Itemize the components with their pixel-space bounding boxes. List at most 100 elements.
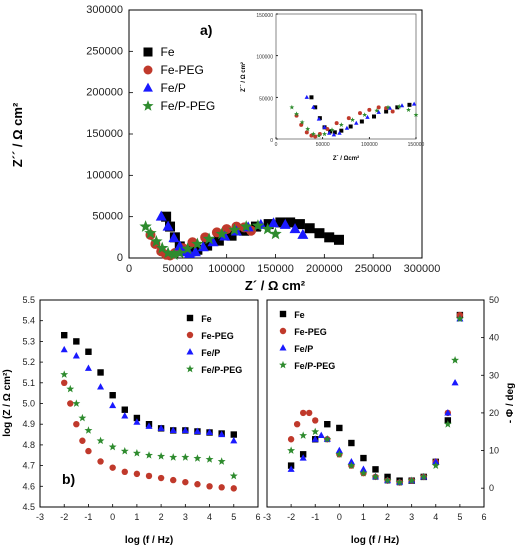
bode-phase-y-tick-label: 50 (489, 295, 499, 305)
inset-point-fe (332, 130, 337, 135)
bode-modulus-point-fe-p (218, 430, 226, 438)
bode-phase-point-fe-p-peg (451, 356, 460, 364)
nyquist-y-tick-label: 50000 (92, 211, 123, 223)
bode-phase-x-tick-label: 0 (337, 512, 342, 522)
bode-modulus-point-fe-p (97, 383, 105, 390)
bode-phase-x-tick-label: -3 (263, 512, 271, 522)
inset-point-fe-p (354, 120, 359, 125)
inset-point-fe-p-peg (350, 117, 356, 122)
bode-modulus-point-fe-peg (97, 458, 104, 465)
bode-modulus-point-fe-p (121, 412, 129, 419)
bode-modulus-y-tick-label: 5.3 (22, 336, 35, 346)
bode-modulus-point-fe-p (60, 345, 68, 353)
bode-phase-point-fe-peg (312, 417, 319, 424)
inset-point-fe-p-peg (374, 108, 380, 113)
bode-modulus-point-fe-p-peg (72, 399, 81, 407)
bode-phase-y-tick-label: 0 (489, 483, 494, 493)
bode-phase-point-fe-p-peg (335, 450, 344, 458)
inset-point-fe-peg (358, 111, 362, 116)
bode-modulus-y-ticks: 4.5 4.6 4.7 4.8 4.9 5.0 5.1 5.2 5.3 5.4 5.5 (22, 295, 43, 512)
nyquist-point-fe-p (297, 228, 309, 239)
inset-point-fe-p (365, 114, 370, 119)
bode-modulus-point-fe-p-peg (108, 442, 117, 451)
bode-phase-legend-marker-fe (279, 310, 287, 318)
inset-point-fe-p (304, 94, 309, 99)
bode-modulus-point-fe-p-peg (60, 370, 69, 378)
nyquist-points (139, 210, 344, 261)
nyquist-legend-marker-fe-peg (143, 65, 153, 75)
inset-point-fe-p (411, 101, 417, 106)
inset-y-tick-label: 150000 (256, 13, 273, 19)
inset-point-fe (407, 102, 412, 107)
inset-point-fe-peg (346, 116, 351, 121)
nyquist-x-tick-label: 0 (126, 263, 132, 275)
bode-phase-x-label: log (f / Hz) (351, 535, 399, 546)
bode-modulus-legend-label-fe: Fe (201, 314, 212, 324)
nyquist-x-tick-label: 300000 (404, 263, 441, 275)
panel-a-label: a) (200, 22, 212, 38)
bode-phase-point-fe-p (359, 465, 367, 472)
bode-phase-legend-label-fe: Fe (294, 310, 305, 320)
nyquist-point-fe-p (189, 246, 201, 257)
nyquist-plot: 0 50000 100000 150000 200000 250000 300000 0 50… (10, 4, 440, 293)
nyquist-point-fe (275, 217, 286, 228)
inset-y-tick-label: 0 (270, 138, 273, 144)
inset-x-tick-label: 150000 (408, 142, 425, 148)
nyquist-point-fe (161, 211, 172, 222)
bode-modulus-point-fe-p-peg (120, 446, 129, 455)
bode-modulus-legend-marker-fe-peg (186, 331, 194, 339)
bode-modulus-legend: Fe Fe-PEG Fe/P Fe/P-PEG (186, 314, 242, 375)
bode-phase-point-fe-p-peg (455, 314, 464, 323)
inset-point-fe-peg (325, 127, 330, 131)
nyquist-point-fe (213, 235, 224, 246)
inset-point-fe-p-peg (329, 127, 335, 132)
bode-modulus-point-fe-peg (218, 484, 225, 491)
bode-modulus-y-tick-label: 4.7 (22, 461, 35, 471)
bode-phase-point-fe-p-peg (407, 476, 416, 485)
nyquist-point-fe-p-peg (150, 234, 163, 247)
inset-point-fe-p-peg (413, 112, 419, 117)
bode-modulus-legend-label-fe-p-peg: Fe/P-PEG (201, 365, 242, 375)
inset-point-fe-p-peg (310, 131, 316, 137)
nyquist-point-fe-p (219, 230, 231, 241)
nyquist-point-fe-p-peg (139, 220, 152, 232)
inset-frame (275, 13, 417, 140)
bode-modulus-x-tick-label: 4 (207, 512, 212, 522)
bode-modulus-point-fe (97, 369, 104, 376)
bode-modulus-x-tick-label: -1 (84, 512, 92, 522)
bode-modulus-point-fe-p-peg (132, 449, 141, 457)
nyquist-point-fe-p (168, 232, 180, 243)
nyquist-x-tick-label: 100000 (208, 263, 245, 275)
bode-phase-point-fe-p-peg (311, 427, 320, 436)
bode-phase-point-fe (336, 424, 343, 432)
bode-phase-point-fe-peg (299, 409, 307, 417)
bode-modulus-point-fe (230, 431, 237, 438)
bode-modulus-legend-label-fe-p: Fe/P (201, 348, 220, 358)
inset-y-tick-label: 100000 (256, 55, 273, 61)
nyquist-point-fe (324, 232, 335, 243)
bode-phase-point-fe-p-peg (299, 431, 308, 439)
nyquist-point-fe-p-peg (144, 226, 157, 239)
bode-modulus-point-fe-p (169, 426, 177, 433)
bode-modulus-point-fe-p-peg (66, 384, 75, 393)
bode-modulus-y-tick-label: 4.8 (22, 440, 35, 450)
bode-modulus-point-fe-p-peg (157, 452, 166, 460)
bode-phase-point-fe-p (287, 465, 295, 472)
nyquist-point-fe (314, 228, 325, 239)
bode-phase-legend-marker-fe-peg (279, 327, 287, 335)
inset-point-fe-p (337, 130, 342, 135)
inset-point-fe-p-peg (294, 111, 300, 117)
inset-point-fe-p-peg (362, 112, 368, 117)
bode-modulus-point-fe-p (84, 364, 92, 371)
bode-modulus-x-tick-label: 2 (159, 512, 164, 522)
bode-modulus-y-tick-label: 5.2 (22, 357, 35, 367)
bode-phase-x-tick-label: 1 (361, 512, 366, 522)
bode-phase-point-fe-p (432, 457, 440, 465)
inset-point-fe-p-peg (305, 126, 311, 132)
bode-modulus-point-fe-p-peg (145, 451, 153, 459)
bode-modulus-point-fe-peg (145, 472, 153, 480)
bode-modulus-point-fe-p-peg (78, 413, 87, 422)
bode-modulus-x-tick-label: 5 (231, 512, 236, 522)
bode-modulus-x-tick-label: 1 (134, 512, 139, 522)
